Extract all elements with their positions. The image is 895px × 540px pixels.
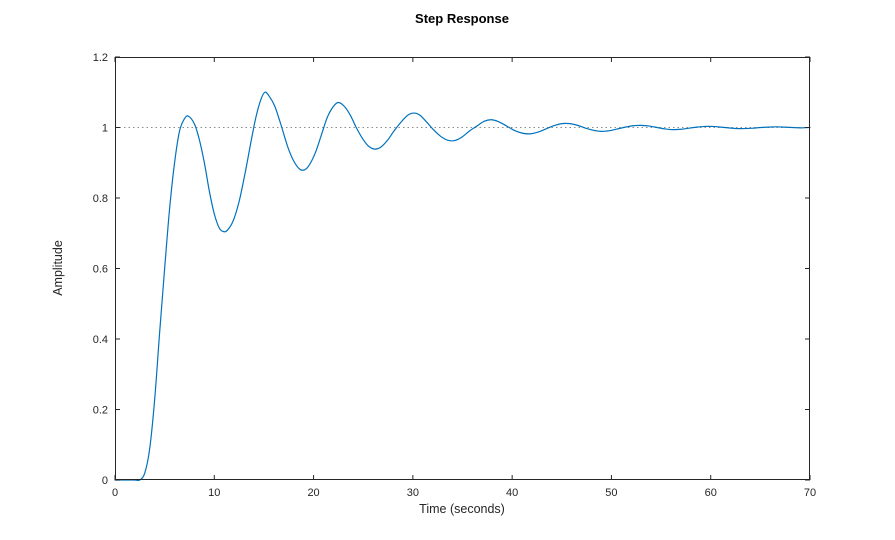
axes-box [115,57,810,480]
x-tick-label: 10 [208,487,220,499]
x-axis-label: Time (seconds) [419,502,505,516]
y-tick-label: 1 [102,123,108,135]
y-tick-label: 0 [102,475,108,487]
x-tick-label: 0 [112,487,118,499]
x-tick-label: 30 [407,487,419,499]
x-tick-label: 40 [506,487,518,499]
y-tick-label: 0.4 [93,334,108,346]
x-tick-label: 20 [307,487,319,499]
chart-title: Step Response [415,11,509,26]
x-tick-label: 60 [705,487,717,499]
response-curve [114,91,811,482]
y-tick-label: 0.8 [93,193,108,205]
y-tick-label: 0.6 [93,264,108,276]
y-tick-label: 1.2 [93,52,108,64]
x-tick-label: 50 [605,487,617,499]
y-tick-label: 0.2 [93,405,108,417]
x-tick-label: 70 [804,487,816,499]
